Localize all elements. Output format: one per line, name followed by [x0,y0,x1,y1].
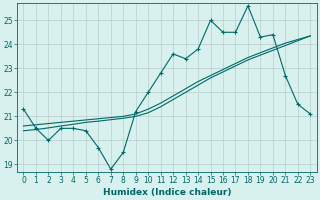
X-axis label: Humidex (Indice chaleur): Humidex (Indice chaleur) [103,188,231,197]
